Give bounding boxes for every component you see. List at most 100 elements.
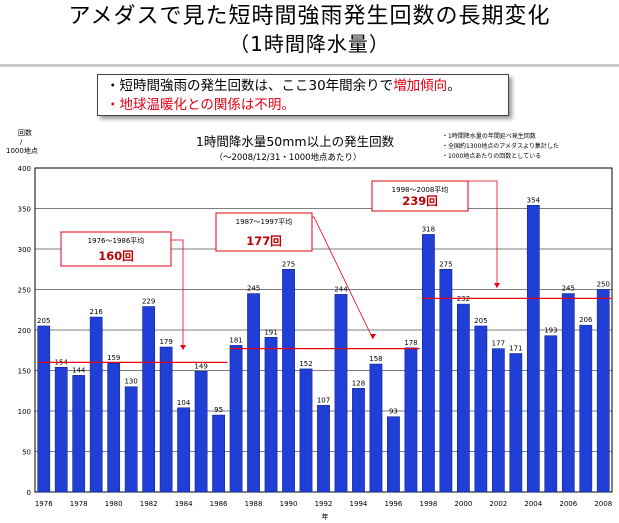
bar-value-label: 275 [439, 260, 452, 268]
bar-value-label: 232 [457, 295, 470, 303]
y-tick-label: 200 [18, 327, 31, 335]
average-leader-line [312, 216, 374, 340]
bar-value-label: 158 [369, 355, 382, 363]
summary-line-2-end: 。 [281, 97, 295, 113]
chart-subtitle: （～2008/12/31・1000地点あたり） [214, 152, 361, 163]
bar-value-label: 171 [509, 344, 522, 352]
x-tick-label: 1994 [350, 500, 368, 508]
x-tick-label: 1998 [419, 500, 437, 508]
summary-line-1: ・短時間強雨の発生回数は、ここ30年間余りで増加傾向。 [106, 77, 508, 96]
bar [369, 363, 383, 493]
bar-value-label: 95 [214, 406, 223, 414]
bar [177, 407, 190, 493]
bar-value-label: 159 [107, 354, 120, 362]
y-tick-label: 50 [22, 449, 31, 457]
bar-value-label: 152 [299, 360, 312, 368]
bar [212, 414, 225, 493]
x-tick-label: 2008 [594, 500, 612, 508]
summary-highlight-unknown: 地球温暖化との関係は不明 [119, 97, 282, 113]
summary-line-1-end: 。 [447, 78, 461, 94]
note-2: ・全国約1300地点のアメダスより集計した [442, 142, 559, 150]
bar [247, 293, 260, 493]
bar [334, 294, 348, 493]
bar [509, 353, 523, 493]
bar [37, 325, 51, 493]
bar [352, 388, 365, 493]
x-tick-label: 1988 [245, 500, 263, 508]
bar [526, 205, 540, 493]
chart-title: 1時間降水量50mm以上の発生回数 [196, 134, 395, 149]
x-tick-label: 2004 [524, 500, 542, 508]
bar [264, 337, 278, 493]
average-callout-label: 1976～1986平均 [88, 236, 145, 245]
bar [579, 324, 593, 493]
summary-highlight-increase: 増加傾向 [393, 78, 448, 94]
slide-subtitle: （1時間降水量） [229, 32, 390, 56]
summary-line-2-bullet: ・ [106, 97, 120, 113]
bar-value-label: 149 [194, 362, 207, 370]
bar-value-label: 191 [264, 328, 277, 336]
bar [124, 386, 138, 493]
bar-value-label: 144 [72, 366, 86, 374]
slide-title: アメダスで見た短時間強雨発生回数の長期変化 [68, 4, 551, 29]
bar-value-label: 250 [597, 281, 610, 289]
bar [72, 375, 86, 493]
summary-line-1-text: ・短時間強雨の発生回数は、ここ30年間余りで [106, 78, 394, 94]
bar-value-label: 104 [177, 399, 191, 407]
note-1: ・1時間降水量の年間延べ発生回数 [442, 132, 536, 140]
average-leader-line [171, 239, 184, 350]
average-leader-arrowhead [494, 283, 500, 288]
bar-value-label: 229 [142, 298, 155, 306]
bar [544, 335, 558, 493]
average-leader-line [468, 180, 498, 288]
bar [491, 348, 505, 493]
bar [107, 362, 121, 493]
bar [439, 269, 453, 493]
y-tick-label: 300 [18, 246, 31, 254]
x-tick-label: 1992 [315, 500, 333, 508]
y-tick-label: 350 [18, 206, 31, 214]
average-callout-value: 239回 [402, 194, 438, 208]
bar [422, 234, 435, 493]
average-callout-value: 160回 [98, 249, 134, 263]
average-callout-value: 177回 [246, 234, 282, 248]
plot-area: 0501001502002503003504002051541442161591… [18, 165, 613, 508]
bar-value-label: 245 [562, 285, 575, 293]
y-tick-label: 150 [18, 368, 31, 376]
bar [561, 293, 575, 493]
y-axis-label-line-1: 回数 [18, 128, 32, 137]
bar-value-label: 128 [352, 379, 365, 387]
x-tick-label: 2000 [454, 500, 472, 508]
y-tick-label: 400 [18, 165, 31, 173]
bar-value-label: 178 [404, 339, 417, 347]
x-tick-label: 1982 [140, 500, 158, 508]
x-axis-label: 年 [322, 512, 329, 521]
bar [142, 306, 156, 493]
y-tick-label: 100 [18, 408, 31, 416]
bar [317, 405, 330, 493]
bar-value-label: 245 [247, 285, 260, 293]
bar [387, 416, 400, 493]
bar-value-label: 181 [229, 336, 242, 344]
bar [194, 371, 208, 493]
title-divider [0, 64, 619, 67]
x-tick-label: 1984 [175, 500, 193, 508]
bar-value-label: 193 [544, 327, 557, 335]
bar-value-label: 205 [474, 317, 487, 325]
x-tick-label: 1996 [385, 500, 403, 508]
bar [159, 346, 173, 493]
bar-value-label: 354 [527, 196, 541, 204]
bar-value-label: 244 [334, 285, 348, 293]
bar-value-label: 93 [389, 408, 398, 416]
bar-value-label: 275 [282, 260, 295, 268]
average-leader-arrowhead [180, 345, 186, 350]
x-tick-label: 1980 [105, 500, 123, 508]
bar [299, 368, 313, 493]
bar [404, 347, 418, 493]
average-callout-box [215, 212, 313, 252]
summary-line-2: ・地球温暖化との関係は不明。 [106, 96, 508, 115]
x-tick-label: 1978 [70, 500, 88, 508]
bar-value-label: 318 [422, 225, 435, 233]
average-callout-label: 1998～2008平均 [392, 185, 449, 194]
